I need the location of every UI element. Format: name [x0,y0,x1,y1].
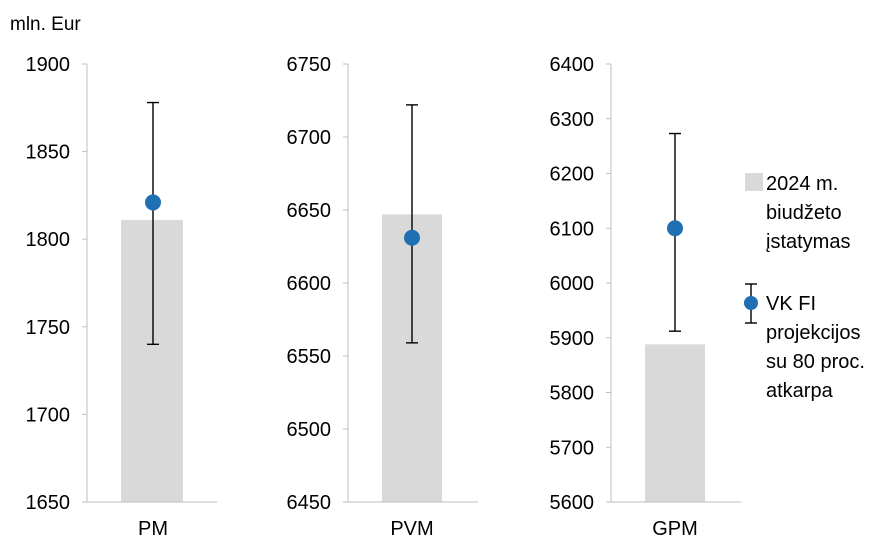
legend-bar-label: 2024 m. biudžeto įstatymas [766,173,850,253]
y-tick-label: 6000 [550,273,595,295]
y-tick-label: 1750 [26,317,71,339]
legend-bar-line-2: biudžeto [766,202,842,224]
panel-gpm: 6400 6300 6200 6100 6000 5900 5800 5700 5600 GPM [550,54,741,540]
y-tick-label: 5900 [550,328,595,350]
category-label-pvm: PVM [390,518,433,540]
y-tick-label: 6300 [550,109,595,131]
y-tick-label: 6650 [287,200,332,222]
panel-pm: 1900 1850 1800 1750 1700 1650 PM [26,54,217,540]
legend: 2024 m. biudžeto įstatymas VK FI projekc… [744,173,871,402]
legend-point-marker [744,296,758,310]
panel-pvm: 6750 6700 6650 6600 6550 6500 6450 PVM [287,54,478,540]
chart-panels: 1900 1850 1800 1750 1700 1650 PM 6750 6700 6650 66… [26,54,741,540]
category-label-pm: PM [138,518,168,540]
y-tick-label: 1900 [26,54,71,76]
legend-bar-line-1: 2024 m. [766,173,838,195]
bar-pm [121,219,183,503]
legend-point-line-1: VK FI [766,293,816,315]
y-tick-label: 6750 [287,54,332,76]
y-tick-label: 6400 [550,54,595,76]
category-label-gpm: GPM [652,518,698,540]
y-tick-label: 1700 [26,404,71,426]
y-tick-label: 5800 [550,383,595,405]
y-tick-label: 6600 [287,273,332,295]
y-tick-label: 1650 [26,492,71,514]
legend-bar-swatch [745,173,763,191]
y-tick-label: 6550 [287,346,332,368]
legend-point-label: VK FI projekcijos su 80 proc. atkarpa [766,293,871,402]
y-tick-label: 6200 [550,164,595,186]
y-tick-label: 1800 [26,229,71,251]
point-pm [145,194,161,211]
point-pvm [404,229,420,246]
y-tick-label: 6450 [287,492,332,514]
point-gpm [667,220,683,237]
legend-bar-line-3: įstatymas [766,231,850,253]
y-tick-label: 1850 [26,142,71,164]
y-tick-label: 5700 [550,437,595,459]
y-tick-label: 6700 [287,127,332,149]
unit-label: mln. Eur [10,14,81,35]
y-tick-label: 6100 [550,218,595,240]
legend-point-line-2: projekcijos [766,322,860,344]
legend-point-line-4: atkarpa [766,380,834,402]
bar-gpm [645,344,705,502]
legend-point-line-3: su 80 proc. [766,351,865,373]
y-tick-label: 5600 [550,492,595,514]
y-tick-label: 6500 [287,419,332,441]
